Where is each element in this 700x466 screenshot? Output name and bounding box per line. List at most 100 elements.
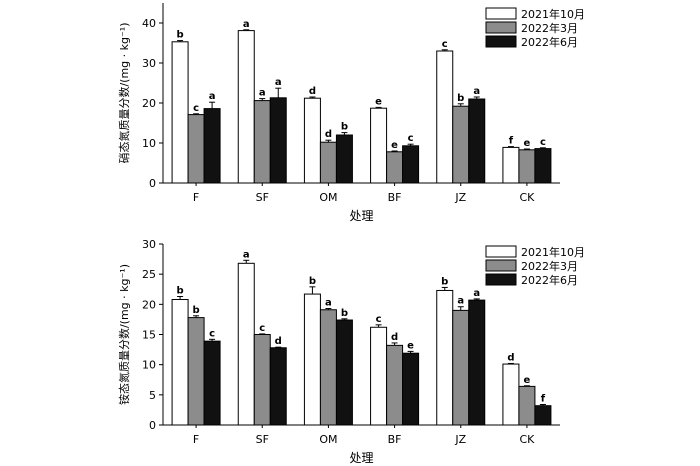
x-tick-label: JZ (454, 433, 466, 446)
y-tick-label: 30 (142, 57, 156, 70)
significance-letter: a (457, 296, 464, 307)
significance-letter: b (457, 93, 464, 104)
bar (187, 114, 205, 184)
x-tick-label: OM (319, 433, 337, 446)
legend-swatch (485, 245, 517, 258)
significance-letter: e (391, 140, 398, 151)
bar (534, 148, 552, 184)
significance-letter: a (473, 86, 480, 97)
y-tick-label: 25 (142, 268, 156, 281)
bar (269, 97, 287, 184)
bar (303, 293, 321, 426)
bar (335, 319, 353, 426)
significance-letter: e (524, 138, 531, 149)
x-tick-label: F (193, 433, 199, 446)
x-tick-label: CK (519, 433, 535, 446)
bar (203, 340, 221, 426)
legend-swatch (485, 35, 517, 48)
x-tick-label: BF (388, 433, 402, 446)
legend-swatch (485, 21, 517, 34)
significance-letter: b (192, 305, 199, 316)
bar (452, 309, 470, 426)
legend-swatch (485, 259, 517, 272)
significance-letter: e (407, 340, 414, 351)
bar (370, 326, 388, 426)
x-tick-label: CK (519, 191, 535, 204)
significance-letter: b (309, 276, 316, 287)
significance-letter: c (376, 314, 382, 325)
x-tick-label: F (193, 191, 199, 204)
y-tick-label: 0 (149, 177, 156, 190)
bar (319, 309, 337, 426)
y-tick-label: 10 (142, 359, 156, 372)
significance-letter: a (243, 249, 250, 260)
significance-letter: a (209, 91, 216, 102)
significance-letter: b (441, 276, 448, 287)
bar (203, 108, 221, 184)
bar (319, 141, 337, 184)
legend-swatch (485, 7, 517, 20)
significance-letter: f (509, 136, 514, 147)
x-axis-title: 处理 (349, 209, 373, 223)
bar (303, 97, 321, 184)
bar (335, 134, 353, 184)
significance-letter: a (259, 88, 266, 99)
significance-letter: b (176, 285, 183, 296)
x-tick-label: OM (319, 191, 337, 204)
legend-label: 2022年6月 (521, 35, 578, 49)
significance-letter: d (309, 86, 316, 97)
significance-letter: d (325, 129, 332, 140)
significance-letter: c (259, 323, 265, 334)
legend-label: 2022年3月 (521, 259, 578, 273)
x-tick-label: JZ (454, 191, 466, 204)
significance-letter: a (473, 288, 480, 299)
bar (436, 50, 454, 184)
bar (171, 299, 189, 426)
significance-letter: a (275, 77, 282, 88)
legend-label: 2021年10月 (521, 7, 585, 21)
bar (518, 149, 536, 184)
x-tick-label: SF (256, 433, 269, 446)
y-axis-title: 硝态氮质量分数/(mg · kg⁻¹) (117, 22, 131, 163)
y-tick-label: 0 (149, 419, 156, 432)
significance-letter: f (541, 393, 546, 404)
significance-letter: b (176, 30, 183, 41)
significance-letter: c (209, 328, 215, 339)
bar (269, 347, 287, 426)
bar (187, 317, 205, 426)
significance-letter: b (341, 122, 348, 133)
bar (253, 334, 271, 426)
bar (518, 385, 536, 426)
significance-letter: c (442, 39, 448, 50)
bar (370, 107, 388, 184)
y-tick-label: 30 (142, 238, 156, 251)
y-tick-label: 15 (142, 329, 156, 342)
bar (534, 405, 552, 426)
bar (468, 299, 486, 426)
bar (237, 30, 255, 184)
significance-letter: d (507, 352, 514, 363)
significance-letter: e (524, 375, 531, 386)
significance-letter: a (243, 19, 250, 30)
bar (171, 41, 189, 184)
significance-letter: c (540, 137, 546, 148)
legend-label: 2022年6月 (521, 273, 578, 287)
bar (386, 151, 404, 184)
significance-letter: e (375, 96, 382, 107)
legend-label: 2021年10月 (521, 245, 585, 259)
y-tick-label: 5 (149, 389, 156, 402)
x-tick-label: BF (388, 191, 402, 204)
bar (253, 100, 271, 184)
significance-letter: d (275, 336, 282, 347)
legend-swatch (485, 273, 517, 286)
bar (402, 145, 420, 184)
y-tick-label: 10 (142, 137, 156, 150)
bar (436, 289, 454, 426)
bar (502, 363, 520, 426)
y-tick-label: 20 (142, 298, 156, 311)
bar (468, 98, 486, 184)
x-axis-title: 处理 (349, 451, 373, 465)
bar (502, 146, 520, 184)
